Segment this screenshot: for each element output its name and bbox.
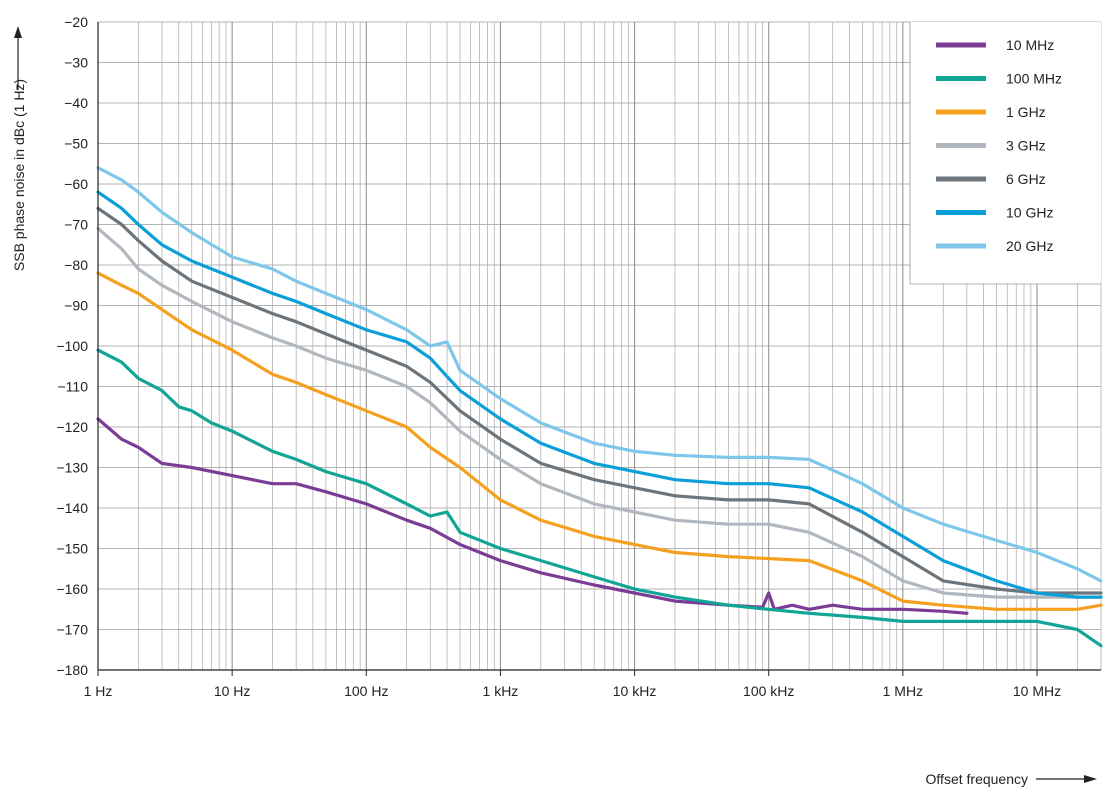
legend-box (910, 22, 1101, 284)
x-tick-label: 10 MHz (1013, 683, 1061, 699)
y-tick-label: −140 (56, 500, 88, 516)
y-axis-arrow (14, 26, 22, 90)
y-tick-label: −100 (56, 338, 88, 354)
series-line-2 (96, 271, 1103, 611)
series-line-5 (96, 190, 1103, 599)
x-axis-arrow (1036, 775, 1097, 783)
series-line-3 (96, 226, 1103, 599)
x-tick-label: 10 Hz (214, 683, 251, 699)
y-tick-label: −160 (56, 581, 88, 597)
series-line-0 (96, 417, 969, 615)
y-tick-label: −80 (64, 257, 88, 273)
x-tick-label: 100 kHz (743, 683, 794, 699)
y-tick-label: −150 (56, 541, 88, 557)
y-tick-label: −60 (64, 176, 88, 192)
x-axis-ticks: 1 Hz 10 Hz 100 Hz 1 kHz 10 kHz 100 kHz 1 MHz 10… (84, 670, 1061, 699)
y-tick-label: −20 (64, 14, 88, 30)
x-tick-label: 1 kHz (483, 683, 519, 699)
y-tick-label: −180 (56, 662, 88, 678)
y-tick-label: −120 (56, 419, 88, 435)
legend-label: 3 GHz (1006, 138, 1046, 154)
legend-label: 10 GHz (1006, 205, 1053, 221)
y-tick-label: −110 (58, 379, 89, 395)
legend-label: 100 MHz (1006, 71, 1062, 87)
y-tick-label: −70 (64, 217, 88, 233)
legend: 10 MHz 100 MHz 1 GHz 3 GHz 6 GHz 10 GHz 20 GHz (909, 22, 1101, 285)
y-tick-label: −30 (64, 55, 88, 71)
legend-label: 6 GHz (1006, 171, 1046, 187)
y-axis-ticks: −20 −30 −40 −50 −60 −70 −80 −90 −100 −110 −120 −130… (56, 14, 88, 678)
y-tick-label: −40 (64, 95, 88, 111)
y-tick-label: −90 (64, 298, 88, 314)
plot-frame (97, 22, 1101, 671)
legend-label: 10 MHz (1006, 37, 1054, 53)
grid (97, 21, 1102, 671)
y-tick-label: −50 (64, 136, 88, 152)
x-tick-label: 1 Hz (84, 683, 113, 699)
y-tick-label: −170 (56, 622, 88, 638)
x-axis-title: Offset frequency (926, 771, 1028, 787)
series-line-4 (96, 206, 1103, 595)
series-lines (96, 166, 1103, 648)
x-tick-label: 1 MHz (883, 683, 923, 699)
y-axis-title: SSB phase noise in dBc (1 Hz) (11, 79, 27, 271)
legend-label: 1 GHz (1006, 104, 1046, 120)
x-tick-label: 100 Hz (344, 683, 388, 699)
x-tick-label: 10 kHz (613, 683, 657, 699)
legend-label: 20 GHz (1006, 238, 1053, 254)
series-line-1 (96, 348, 1103, 648)
series-line-6 (96, 166, 1103, 583)
y-tick-label: −130 (56, 460, 88, 476)
